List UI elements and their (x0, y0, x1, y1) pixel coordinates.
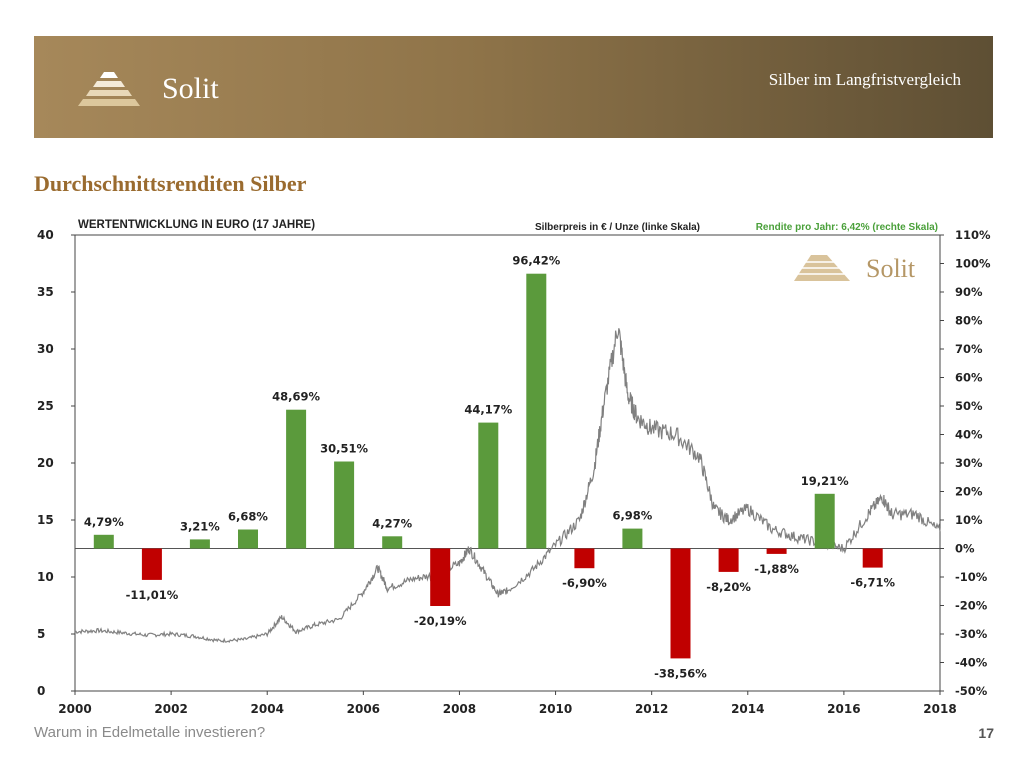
page-number: 17 (978, 725, 994, 741)
y-right-tick-label: 40% (955, 428, 983, 442)
y-right-tick-label: 110% (955, 228, 991, 242)
x-tick-label: 2016 (827, 702, 860, 716)
y-left-tick-label: 30 (37, 342, 54, 356)
bar-value-label: -1,88% (754, 562, 799, 576)
return-bar (719, 549, 739, 572)
bar-value-label: 48,69% (272, 390, 320, 404)
y-left-tick-label: 10 (37, 570, 54, 584)
bar-value-label: 6,98% (612, 509, 652, 523)
x-tick-label: 2012 (635, 702, 668, 716)
bar-value-label: -8,20% (706, 580, 751, 594)
watermark-text: Solit (866, 254, 916, 283)
return-bar (238, 530, 258, 549)
return-bar (142, 549, 162, 580)
y-left-tick-label: 15 (37, 513, 54, 527)
return-bar (863, 549, 883, 568)
y-left-tick-label: 20 (37, 456, 54, 470)
return-bar (334, 462, 354, 549)
return-bar (94, 535, 114, 549)
x-tick-label: 2014 (731, 702, 764, 716)
legend-returns: Rendite pro Jahr: 6,42% (rechte Skala) (756, 222, 938, 233)
bar-value-label: -38,56% (654, 666, 707, 680)
return-bar (671, 549, 691, 659)
x-tick-label: 2002 (154, 702, 187, 716)
y-left-tick-label: 35 (37, 285, 54, 299)
y-right-tick-label: 60% (955, 371, 983, 385)
y-right-tick-label: -20% (955, 599, 988, 613)
footer-text: Warum in Edelmetalle investieren? (34, 724, 265, 741)
bars-layer (94, 274, 883, 659)
x-tick-label: 2004 (251, 702, 284, 716)
bar-value-label: 6,68% (228, 510, 268, 524)
y-right-tick-label: 100% (955, 257, 991, 271)
bar-value-label: 3,21% (180, 519, 220, 533)
y-left-tick-label: 25 (37, 399, 54, 413)
return-bar (478, 423, 498, 549)
axes-layer: 0 5 10 15 20 25 30 35 40 -50% -40% -30% -20% -10% 0% 10… (37, 228, 991, 716)
y-right-tick-label: -40% (955, 656, 988, 670)
y-left-tick-label: 5 (37, 627, 45, 641)
return-bar (430, 549, 450, 607)
y-left-tick-label: 40 (37, 228, 54, 242)
y-right-tick-label: 30% (955, 456, 983, 470)
chart-frame (75, 235, 940, 691)
watermark-logo: Solit (794, 254, 916, 283)
bar-value-label: 96,42% (512, 254, 560, 268)
y-right-tick-label: 50% (955, 399, 983, 413)
silver-returns-chart: 4,79% -11,01% 3,21% 6,68% 48,69% 30,51% 4,27% -… (0, 0, 1024, 768)
y-right-tick-label: 80% (955, 314, 983, 328)
return-bar (574, 549, 594, 569)
bar-value-label: 4,27% (372, 516, 412, 530)
bar-value-label: 4,79% (84, 515, 124, 529)
x-tick-label: 2000 (58, 702, 91, 716)
y-right-tick-label: 10% (955, 513, 983, 527)
x-tick-label: 2018 (923, 702, 956, 716)
y-right-tick-label: -30% (955, 627, 988, 641)
y-right-tick-label: -50% (955, 684, 988, 698)
bar-value-label: 30,51% (320, 442, 368, 456)
bar-value-label: -6,90% (562, 576, 607, 590)
bar-value-label: 19,21% (801, 474, 849, 488)
legend-price: Silberpreis in € / Unze (linke Skala) (535, 222, 700, 233)
bar-value-label: 44,17% (464, 403, 512, 417)
return-bar (190, 539, 210, 548)
return-bar (286, 410, 306, 549)
return-bar (526, 274, 546, 549)
bar-value-label: -11,01% (126, 588, 179, 602)
return-bar (815, 494, 835, 549)
y-right-tick-label: 20% (955, 485, 983, 499)
return-bar (767, 549, 787, 554)
y-left-tick-label: 0 (37, 684, 45, 698)
return-bar (622, 529, 642, 549)
return-bar (382, 536, 402, 548)
x-tick-label: 2008 (443, 702, 476, 716)
bar-value-label: -20,19% (414, 614, 467, 628)
chart-title: WERTENTWICKLUNG IN EURO (17 JAHRE) (78, 219, 315, 231)
y-right-tick-label: -10% (955, 570, 988, 584)
x-tick-label: 2010 (539, 702, 572, 716)
y-right-tick-label: 0% (955, 542, 975, 556)
bar-value-label: -6,71% (850, 576, 895, 590)
y-right-tick-label: 70% (955, 342, 983, 356)
y-right-tick-label: 90% (955, 285, 983, 299)
x-tick-label: 2006 (347, 702, 380, 716)
